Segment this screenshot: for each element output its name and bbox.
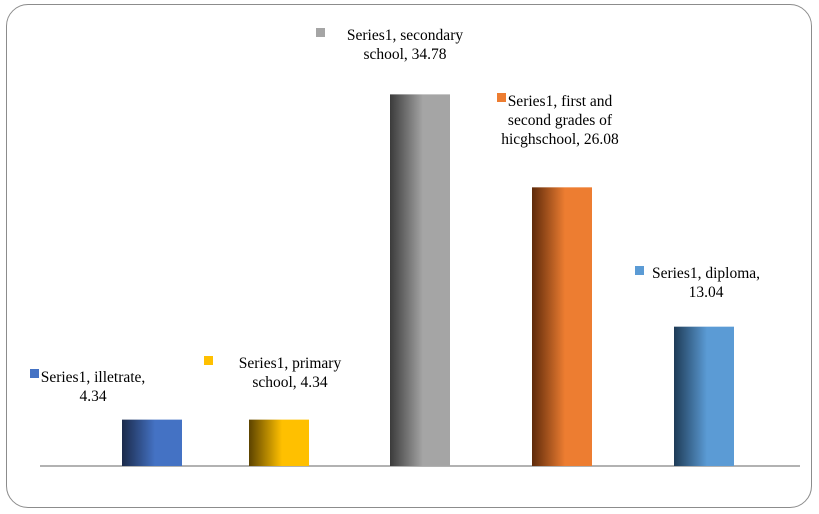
data-label-2: Series1, primary school, 4.34	[239, 355, 342, 391]
bar-2	[249, 419, 309, 466]
data-label-marker-5	[635, 266, 644, 275]
data-label-5-line-2: 13.04	[689, 284, 724, 301]
bar-3	[390, 94, 450, 466]
data-label-2-line-2: school, 4.34	[252, 374, 328, 391]
data-label-4-line-2: second grades of	[508, 112, 613, 129]
data-label-marker-3	[316, 28, 325, 37]
data-label-3: Series1, secondary school, 34.78	[347, 27, 463, 63]
data-label-marker-1	[30, 369, 39, 378]
data-label-2-line-1: Series1, primary	[239, 355, 342, 372]
data-label-4-line-3: hicghschool, 26.08	[501, 131, 619, 148]
data-label-5: Series1, diploma, 13.04	[652, 265, 760, 301]
data-label-3-line-1: Series1, secondary	[347, 27, 463, 44]
data-label-1-line-1: Series1, illetrate,	[41, 369, 146, 386]
bar-5	[674, 326, 734, 466]
data-label-marker-4	[497, 93, 506, 102]
bar-1	[122, 419, 182, 466]
data-label-4-line-1: Series1, first and	[508, 93, 613, 110]
bar-4	[532, 187, 592, 467]
data-label-marker-2	[204, 356, 213, 365]
data-label-1: Series1, illetrate, 4.34	[41, 369, 146, 405]
data-label-4: Series1, first and second grades of hicghs…	[501, 93, 619, 148]
data-label-5-line-1: Series1, diploma,	[652, 265, 760, 282]
data-label-3-line-2: school, 34.78	[363, 46, 446, 63]
data-label-1-line-2: 4.34	[79, 388, 106, 405]
